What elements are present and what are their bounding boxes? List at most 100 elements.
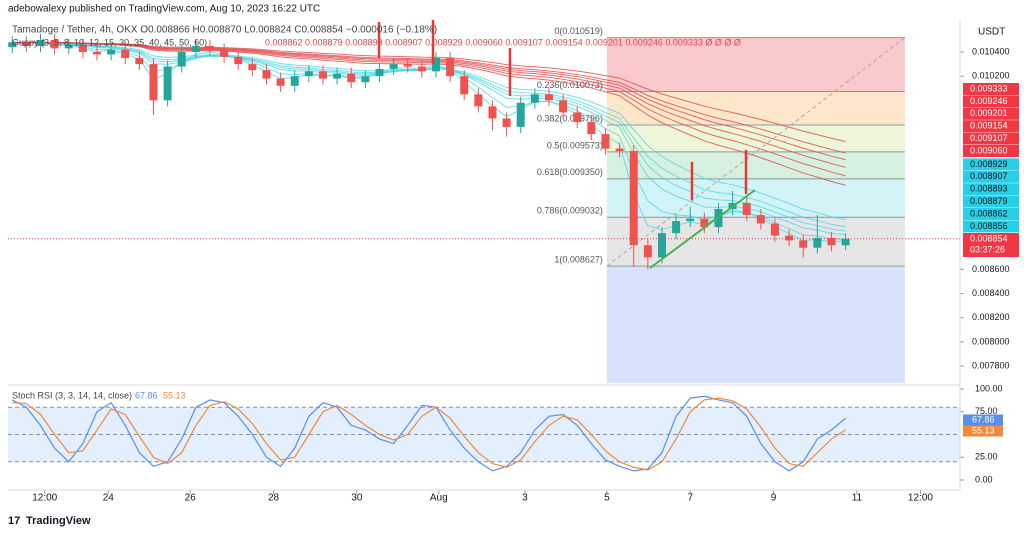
- candle-body: [276, 78, 285, 86]
- price-label: 0.009107: [970, 133, 1008, 143]
- publisher: adebowalexy published on TradingView.com…: [8, 4, 320, 15]
- candle-body: [516, 102, 525, 127]
- x-tick-label: 3: [522, 493, 528, 504]
- candle-body: [417, 66, 426, 72]
- candle-body: [431, 58, 440, 72]
- candle-body: [121, 49, 130, 59]
- candle-body: [318, 71, 327, 79]
- candle-body: [559, 100, 568, 113]
- price-label-box: [963, 183, 1019, 196]
- guppy-ema: [12, 41, 846, 186]
- candle-body: [657, 233, 666, 258]
- candle-body: [375, 68, 384, 77]
- x-tick-label: 26: [185, 493, 197, 504]
- candle-body: [36, 39, 45, 46]
- guppy-ema: [12, 41, 846, 228]
- price-label: 0.008929: [970, 159, 1008, 169]
- candle-body: [149, 64, 158, 101]
- fib-zone: [606, 178, 905, 218]
- candle-body: [785, 235, 794, 241]
- y-tick-label: 100.00: [975, 383, 1003, 393]
- candle-body: [615, 148, 624, 152]
- x-tick-label: 30: [351, 493, 363, 504]
- fib-zone: [606, 217, 905, 267]
- candle-body: [333, 73, 342, 79]
- candle-body: [78, 44, 87, 53]
- guppy-values: 0.008862 0.008879 0.008893 0.008907 0.00…: [265, 37, 741, 47]
- fib-zone: [606, 37, 905, 92]
- stoch-legend-value: 67.86: [135, 390, 158, 400]
- x-tick-label: Aug: [430, 493, 448, 504]
- countdown: 03:37:26: [970, 244, 1005, 254]
- price-label: 0.009060: [970, 145, 1008, 155]
- candle-body: [290, 76, 299, 86]
- candle-body: [22, 42, 31, 46]
- candle-body: [191, 45, 200, 53]
- candle-body: [92, 52, 101, 55]
- y-tick-label: 0.008000: [972, 336, 1010, 346]
- stoch-line: [11, 395, 846, 472]
- candle-body: [205, 45, 214, 50]
- candle-body: [304, 71, 313, 77]
- candle-body: [403, 64, 412, 67]
- price-label-box: [963, 132, 1019, 145]
- price-label-box: [963, 195, 1019, 208]
- price-label-box: [963, 83, 1019, 95]
- price-label: 0.008907: [970, 171, 1008, 181]
- candle-body: [163, 66, 172, 101]
- candle-body: [248, 64, 257, 71]
- stoch-value-box: [963, 414, 1003, 426]
- price-label: 0.009246: [970, 96, 1008, 106]
- y-tick-label: 0.008600: [972, 264, 1010, 274]
- arrows: [377, 20, 748, 200]
- fib-label: 0.236(0.010073): [537, 80, 603, 90]
- x-tick-label: 11: [852, 493, 863, 504]
- price-label-box: [963, 170, 1019, 183]
- fib-label: 0.382(0.009796): [537, 113, 603, 123]
- stoch-legend-value: 55.13: [163, 390, 186, 400]
- candle-body: [756, 215, 765, 224]
- candle-body: [544, 94, 553, 101]
- currency: USDT: [978, 27, 1005, 38]
- price-label: 0.009201: [970, 108, 1008, 118]
- y-tick-label: 0.007800: [972, 360, 1010, 370]
- price-label-box: [963, 158, 1019, 171]
- x-tick-label: 5: [604, 493, 610, 504]
- price-label-box: [963, 107, 1019, 120]
- fib-label: 0.786(0.009032): [537, 206, 603, 216]
- y-tick-label: 0.010200: [972, 71, 1010, 81]
- price-label: 0.008856: [970, 221, 1008, 231]
- current-price-box: [963, 233, 1019, 257]
- candle-body: [827, 238, 836, 246]
- candle-body: [474, 94, 483, 107]
- candle-body: [672, 221, 681, 234]
- x-tick-label: 9: [771, 493, 777, 504]
- stoch-line: [12, 397, 846, 471]
- guppy-ema: [12, 41, 846, 154]
- candle-body: [502, 118, 511, 127]
- candle-body: [587, 122, 596, 135]
- y-tick-label: 0.008400: [972, 288, 1010, 298]
- x-tick-label: 7: [687, 493, 693, 504]
- fib-label: 0.5(0.009573): [547, 140, 603, 150]
- candle-body: [488, 106, 497, 119]
- trend-line: [649, 189, 756, 269]
- price-label-box: [963, 208, 1019, 220]
- candle-body: [347, 73, 356, 83]
- stoch-value-label: 55.13: [972, 425, 995, 435]
- candle-body: [770, 223, 779, 236]
- price-label: 0.009154: [970, 121, 1008, 131]
- price-label: 0.008893: [970, 184, 1008, 194]
- brand-logo: 17: [8, 515, 20, 527]
- candle-body: [643, 245, 652, 258]
- stoch-title: Stoch RSI (3, 3, 14, 14, close): [12, 390, 132, 400]
- stoch-value-label: 67.86: [972, 414, 995, 424]
- y-tick-label: 25.00: [975, 452, 998, 462]
- price-label-box: [963, 120, 1019, 133]
- candle-body: [107, 49, 116, 55]
- y-tick-label: 0.008200: [972, 312, 1010, 322]
- stoch-value-box: [963, 425, 1003, 437]
- candle-body: [742, 202, 751, 216]
- candle-body: [262, 70, 271, 79]
- fib-zone: [606, 266, 905, 383]
